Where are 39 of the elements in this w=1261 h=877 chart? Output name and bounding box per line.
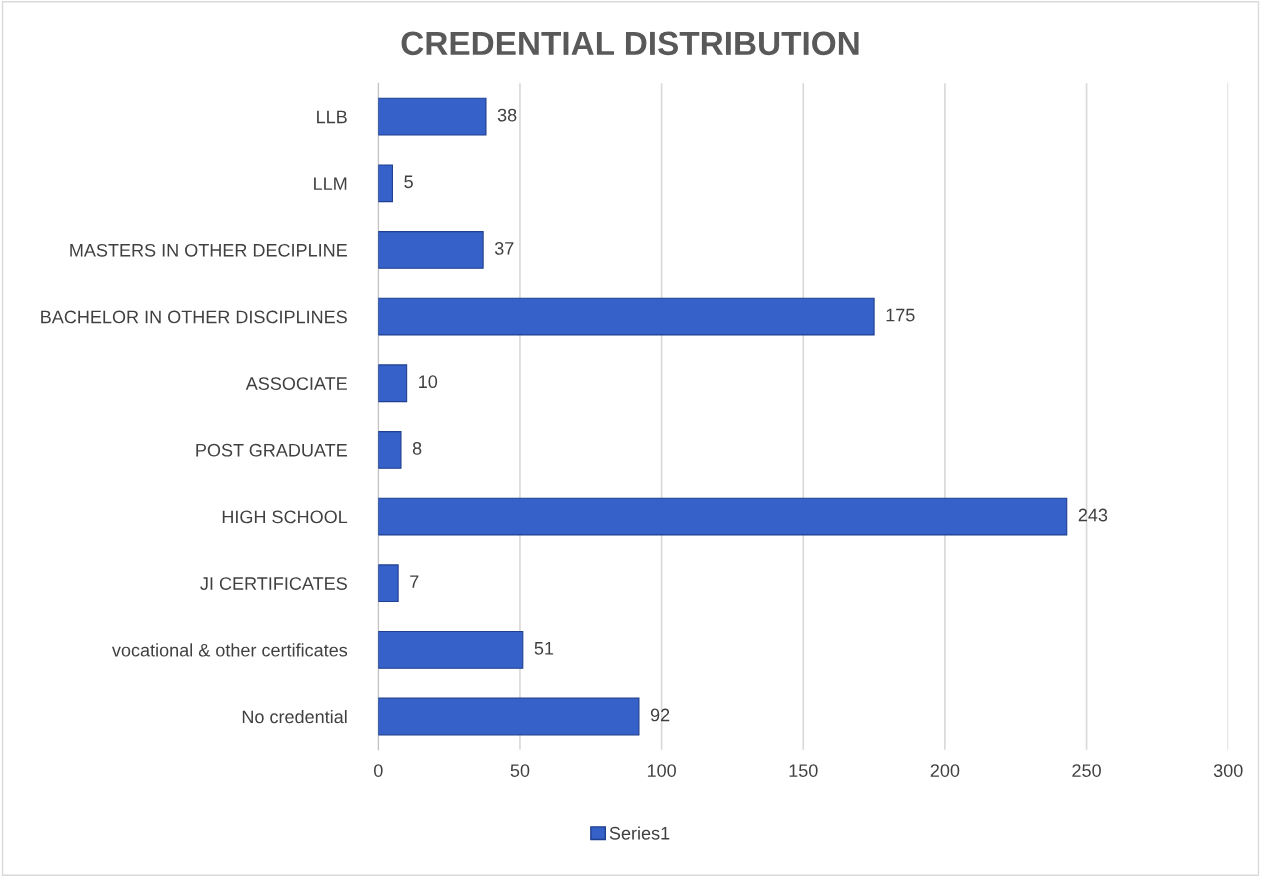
y-tick-label: BACHELOR IN OTHER DISCIPLINES <box>41 310 347 324</box>
data-label: 92 <box>650 708 670 722</box>
y-tick-label: LLM <box>314 177 347 190</box>
data-label: 8 <box>412 441 422 455</box>
x-tick-label: 150 <box>789 764 818 777</box>
y-tick-label: POST GRADUATE <box>196 443 347 457</box>
y-tick-label: MASTERS IN OTHER DECIPLINE <box>70 243 347 257</box>
bar <box>378 97 487 136</box>
bar <box>378 364 408 403</box>
data-label: 51 <box>534 642 554 655</box>
y-tick-label: LLB <box>317 110 347 124</box>
chart-title: CREDENTIAL DISTRIBUTION <box>401 31 859 56</box>
bar <box>378 431 402 469</box>
bar <box>378 564 399 603</box>
bar <box>378 164 394 203</box>
y-tick-label: HIGH SCHOOL <box>222 510 348 524</box>
data-label: 7 <box>410 575 419 588</box>
y-tick-label: vocational & other certificates <box>111 643 348 657</box>
bar <box>378 697 640 736</box>
bar <box>378 630 524 669</box>
y-tick-label: ASSOCIATE <box>245 377 347 390</box>
x-tick-label: 50 <box>510 764 530 777</box>
y-tick-label: No credential <box>242 709 347 724</box>
data-label: 37 <box>494 242 514 255</box>
bar <box>378 497 1068 536</box>
x-tick-label: 200 <box>930 764 960 777</box>
data-label: 175 <box>886 308 915 322</box>
data-label: 10 <box>419 375 438 389</box>
x-tick-label: 0 <box>373 764 383 777</box>
data-label: 5 <box>404 175 413 189</box>
bar <box>378 231 484 269</box>
bar <box>378 297 875 336</box>
data-label: 38 <box>497 108 517 122</box>
x-tick-label: 300 <box>1213 764 1243 777</box>
legend-label: Series1 <box>609 826 670 840</box>
y-tick-label: JI CERTIFICATES <box>200 577 347 590</box>
x-tick-label: 100 <box>647 764 676 777</box>
x-tick-label: 250 <box>1072 764 1101 777</box>
data-label: 243 <box>1078 508 1108 522</box>
